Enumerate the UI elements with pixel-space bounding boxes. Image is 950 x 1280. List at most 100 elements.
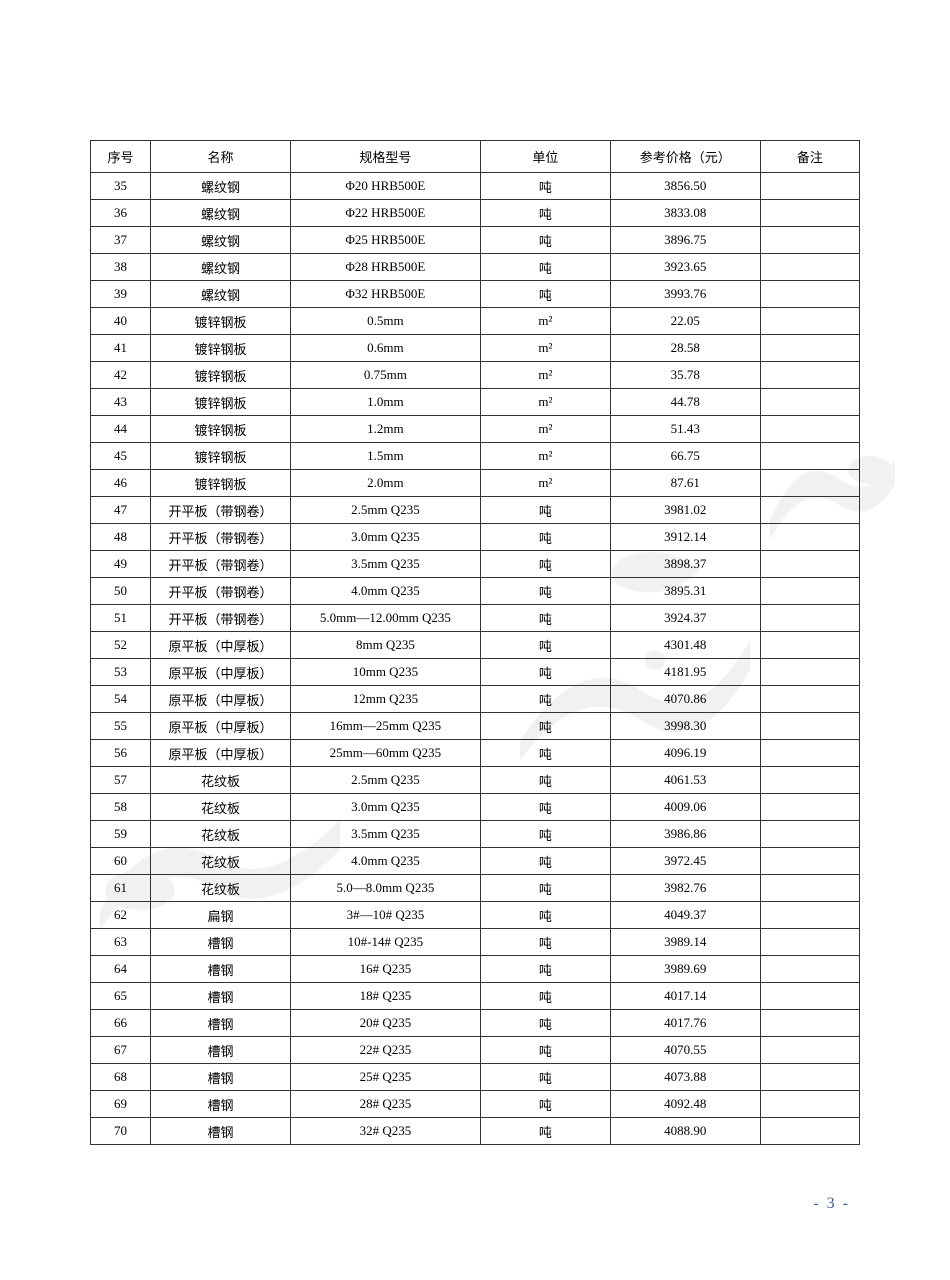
table-cell: 0.5mm (290, 308, 480, 335)
table-cell: 花纹板 (150, 794, 290, 821)
table-cell (760, 281, 859, 308)
table-cell (760, 497, 859, 524)
table-cell (760, 335, 859, 362)
table-cell: 4088.90 (610, 1118, 760, 1145)
table-cell: 3833.08 (610, 200, 760, 227)
table-cell: 70 (91, 1118, 151, 1145)
table-cell: 35.78 (610, 362, 760, 389)
table-cell: 5.0mm—12.00mm Q235 (290, 605, 480, 632)
table-row: 50开平板（带钢卷）4.0mm Q235吨3895.31 (91, 578, 860, 605)
table-cell: 开平板（带钢卷） (150, 605, 290, 632)
table-cell: 镀锌钢板 (150, 416, 290, 443)
table-cell: 4017.76 (610, 1010, 760, 1037)
table-cell: 87.61 (610, 470, 760, 497)
table-cell: 51 (91, 605, 151, 632)
table-cell: 55 (91, 713, 151, 740)
table-cell: 1.0mm (290, 389, 480, 416)
table-cell: 54 (91, 686, 151, 713)
table-cell: 57 (91, 767, 151, 794)
table-cell: 37 (91, 227, 151, 254)
table-cell: 48 (91, 524, 151, 551)
table-cell: 3.0mm Q235 (290, 524, 480, 551)
table-cell: 8mm Q235 (290, 632, 480, 659)
table-cell: 63 (91, 929, 151, 956)
table-cell: Φ28 HRB500E (290, 254, 480, 281)
table-cell: 镀锌钢板 (150, 443, 290, 470)
table-cell: 槽钢 (150, 1064, 290, 1091)
table-cell: Φ20 HRB500E (290, 173, 480, 200)
table-row: 53原平板（中厚板）10mm Q235吨4181.95 (91, 659, 860, 686)
table-cell (760, 713, 859, 740)
price-table-container: 序号名称规格型号单位参考价格（元）备注 35螺纹钢Φ20 HRB500E吨385… (90, 140, 860, 1145)
table-cell (760, 254, 859, 281)
table-cell (760, 983, 859, 1010)
table-cell: 吨 (480, 227, 610, 254)
table-cell: 25mm—60mm Q235 (290, 740, 480, 767)
table-cell: 10#-14# Q235 (290, 929, 480, 956)
table-cell (760, 200, 859, 227)
table-cell: 50 (91, 578, 151, 605)
table-cell: 4070.55 (610, 1037, 760, 1064)
table-cell: 52 (91, 632, 151, 659)
table-cell: 槽钢 (150, 956, 290, 983)
table-row: 44镀锌钢板1.2mmm²51.43 (91, 416, 860, 443)
table-cell: 花纹板 (150, 848, 290, 875)
table-cell: 3998.30 (610, 713, 760, 740)
table-cell: 吨 (480, 200, 610, 227)
table-cell: Φ32 HRB500E (290, 281, 480, 308)
table-row: 64槽钢16# Q235吨3989.69 (91, 956, 860, 983)
table-cell: 0.6mm (290, 335, 480, 362)
table-cell: 53 (91, 659, 151, 686)
table-cell: 67 (91, 1037, 151, 1064)
table-cell: Φ22 HRB500E (290, 200, 480, 227)
table-row: 36螺纹钢Φ22 HRB500E吨3833.08 (91, 200, 860, 227)
table-cell: 吨 (480, 1091, 610, 1118)
table-row: 65槽钢18# Q235吨4017.14 (91, 983, 860, 1010)
table-cell: 2.0mm (290, 470, 480, 497)
table-cell: 5.0—8.0mm Q235 (290, 875, 480, 902)
table-cell: 吨 (480, 254, 610, 281)
col-header-4: 参考价格（元） (610, 141, 760, 173)
table-cell: 44 (91, 416, 151, 443)
table-cell: 3924.37 (610, 605, 760, 632)
table-cell (760, 848, 859, 875)
table-cell (760, 686, 859, 713)
table-cell: 41 (91, 335, 151, 362)
table-row: 41镀锌钢板0.6mmm²28.58 (91, 335, 860, 362)
table-cell: 3972.45 (610, 848, 760, 875)
table-row: 39螺纹钢Φ32 HRB500E吨3993.76 (91, 281, 860, 308)
table-cell (760, 740, 859, 767)
table-cell: 47 (91, 497, 151, 524)
table-cell: 4.0mm Q235 (290, 578, 480, 605)
table-cell: 原平板（中厚板） (150, 740, 290, 767)
table-row: 69槽钢28# Q235吨4092.48 (91, 1091, 860, 1118)
table-cell: Φ25 HRB500E (290, 227, 480, 254)
table-row: 61花纹板5.0—8.0mm Q235吨3982.76 (91, 875, 860, 902)
table-row: 37螺纹钢Φ25 HRB500E吨3896.75 (91, 227, 860, 254)
table-cell (760, 875, 859, 902)
table-cell: 吨 (480, 983, 610, 1010)
table-cell: 16mm—25mm Q235 (290, 713, 480, 740)
table-cell: 38 (91, 254, 151, 281)
table-cell: 3989.14 (610, 929, 760, 956)
table-cell (760, 929, 859, 956)
table-row: 62扁钢3#—10# Q235吨4049.37 (91, 902, 860, 929)
table-cell (760, 1037, 859, 1064)
table-cell: 吨 (480, 1010, 610, 1037)
table-cell: 螺纹钢 (150, 200, 290, 227)
table-row: 48开平板（带钢卷）3.0mm Q235吨3912.14 (91, 524, 860, 551)
table-cell: 18# Q235 (290, 983, 480, 1010)
table-cell: 镀锌钢板 (150, 470, 290, 497)
table-cell: 螺纹钢 (150, 173, 290, 200)
table-cell: m² (480, 416, 610, 443)
table-row: 49开平板（带钢卷）3.5mm Q235吨3898.37 (91, 551, 860, 578)
table-cell (760, 443, 859, 470)
table-cell: 22# Q235 (290, 1037, 480, 1064)
table-cell: 35 (91, 173, 151, 200)
table-cell: 65 (91, 983, 151, 1010)
table-cell: 2.5mm Q235 (290, 767, 480, 794)
table-cell (760, 1064, 859, 1091)
table-cell: 镀锌钢板 (150, 308, 290, 335)
table-cell: 4.0mm Q235 (290, 848, 480, 875)
table-cell (760, 470, 859, 497)
